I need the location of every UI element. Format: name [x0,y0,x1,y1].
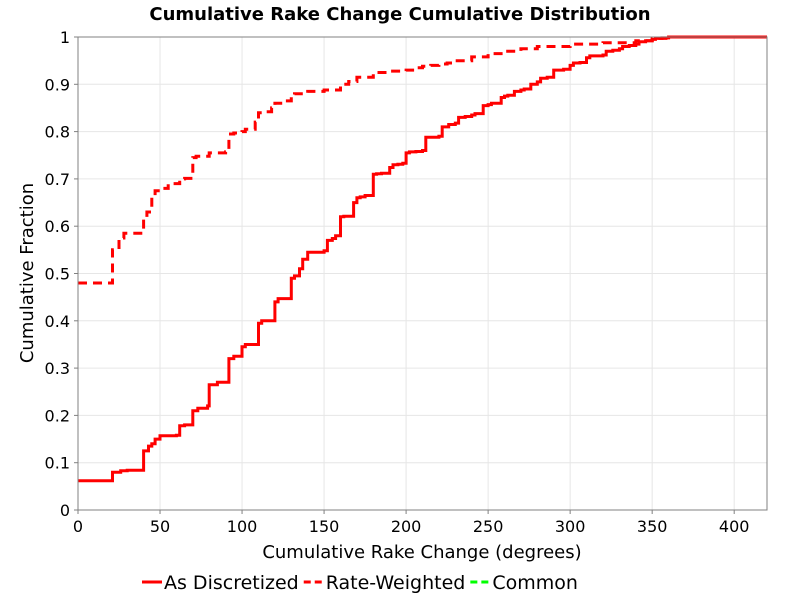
grid-layer [77,36,767,511]
y-tick-label: 0.2 [45,406,70,425]
chart-title: Cumulative Rake Change Cumulative Distri… [149,4,650,25]
y-axis-label: Cumulative Fraction [17,183,38,363]
y-tick-label: 0.3 [45,359,70,378]
x-tick-label: 150 [309,517,340,536]
series-line-as-discretized [78,35,767,483]
x-axis-label: Cumulative Rake Change (degrees) [262,542,581,563]
legend-label-as-discretized: As Discretized [164,572,299,594]
legend-label-rate-weighted: Rate-Weighted [326,572,466,594]
x-tick-label: 50 [150,517,170,536]
x-tick-label: 350 [637,517,668,536]
y-tick-label: 1 [60,28,70,47]
y-tick-label: 0.8 [45,123,70,142]
y-tick-label: 0.5 [45,265,70,284]
series-layer [78,35,767,483]
x-tick-label: 400 [719,517,750,536]
x-tick-label: 100 [227,517,258,536]
series-line-rate-weighted [78,35,767,285]
x-tick-label: 300 [555,517,586,536]
y-tick-label: 0.7 [45,170,70,189]
y-tick-label: 0 [60,501,70,520]
y-tick-label: 0.1 [45,454,70,473]
legend-label-common: Common [492,572,578,594]
x-tick-label: 250 [473,517,504,536]
y-tick-label: 0.6 [45,217,70,236]
y-tick-label: 0.9 [45,75,70,94]
legend: As Discretized Rate-Weighted Common [142,572,578,594]
x-tick-label: 0 [73,517,83,536]
y-tick-label: 0.4 [45,312,70,331]
tick-layer: 0 50 100 150 200 250 300 350 400 0 0.1 0.2 0.3 0.4 0.5… [45,28,750,536]
x-tick-label: 200 [391,517,422,536]
